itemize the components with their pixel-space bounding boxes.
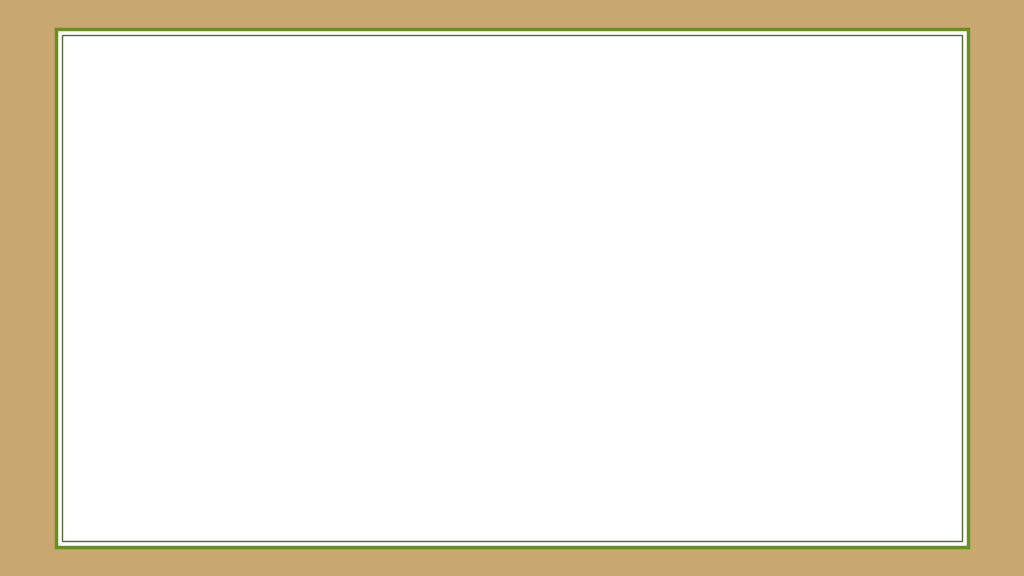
Circle shape [594,178,644,234]
Text: more severe the anemia.: more severe the anemia. [125,514,388,533]
Bar [927,226,968,381]
Circle shape [771,267,824,327]
Text: - Distinguish pure anemia from pancytopenia.: - Distinguish pure anemia from pancytope… [125,172,611,190]
Text: 9/ 2: 9/ 2 [910,516,945,535]
Bar [56,226,97,381]
Text: which  should  rise  in  anemia  because  of: which should rise in anemia because of [125,413,582,432]
Circle shape [686,253,740,313]
Circle shape [592,246,645,305]
Circle shape [756,103,815,169]
Circle shape [614,330,668,389]
Text: These are immature red blood cells with a: These are immature red blood cells with … [125,312,573,330]
Circle shape [759,358,812,418]
Circle shape [865,176,920,236]
Circle shape [686,358,740,418]
Circle shape [826,104,883,168]
Circle shape [826,328,883,391]
Circle shape [787,187,847,253]
Circle shape [608,106,662,165]
Circle shape [771,225,780,236]
Text: erythropoietin  increase,  and  be  higher  the: erythropoietin increase, and be higher t… [125,464,609,483]
Text: Leucocyte and Platelet count:: Leucocyte and Platelet count: [125,94,588,120]
Circle shape [852,251,908,314]
Circle shape [611,207,671,274]
Text: Reticulocytes count:: Reticulocytes count: [125,239,411,263]
Text: normal   percentage   between   0.5–2.5%: normal percentage between 0.5–2.5% [125,362,566,381]
Circle shape [676,94,732,157]
